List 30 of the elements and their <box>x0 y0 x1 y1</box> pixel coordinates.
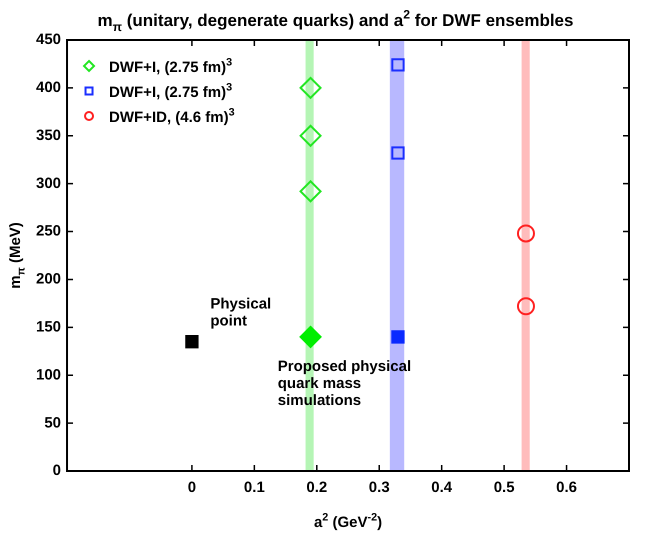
annotation: Physical point <box>210 295 272 330</box>
y-axis-title: mπ (MeV) <box>7 222 28 289</box>
annotation: Proposed physical quark mass simulations <box>278 358 412 409</box>
y-tick-label: 350 <box>36 126 62 144</box>
point <box>516 297 535 316</box>
x-tick-label: 0 <box>188 479 196 496</box>
x-tick-label: 0.2 <box>306 479 328 496</box>
y-tick-label: 200 <box>36 270 62 288</box>
point <box>516 224 535 242</box>
point <box>391 330 405 344</box>
y-tick-label: 300 <box>36 174 62 192</box>
y-tick-label: 450 <box>36 31 62 48</box>
point <box>300 76 322 99</box>
x-tick-label: 0.1 <box>244 479 265 496</box>
y-tick-label: 250 <box>36 222 62 240</box>
x-tick-label: 0.6 <box>556 479 577 496</box>
x-tick-label: 0.3 <box>368 479 390 496</box>
point <box>391 58 405 72</box>
x-tick-label: 0.5 <box>494 479 515 496</box>
point <box>300 180 322 202</box>
y-tick-label: 50 <box>44 414 62 432</box>
point <box>391 146 405 160</box>
point <box>300 124 322 147</box>
point <box>300 326 322 348</box>
y-tick-label: 150 <box>36 318 62 336</box>
y-tick-label: 100 <box>36 366 62 384</box>
y-tick-label: 400 <box>36 79 62 96</box>
y-tick-label: 0 <box>52 462 62 480</box>
x-tick-label: 0.4 <box>431 479 453 496</box>
point <box>185 335 199 348</box>
